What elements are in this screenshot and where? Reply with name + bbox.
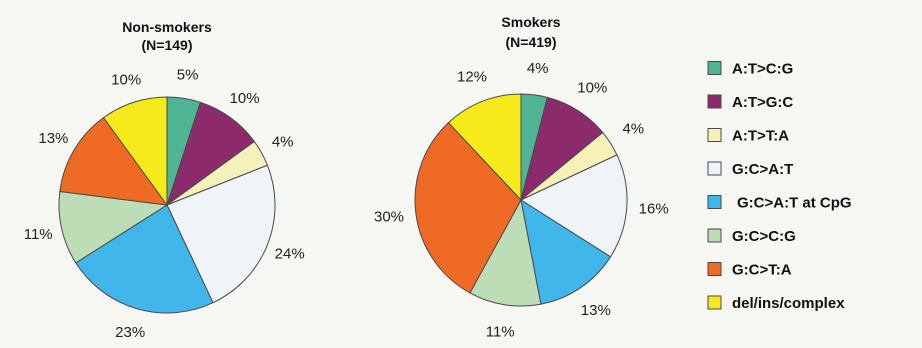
slice-non-smokers-g-c-c-g — [58, 190, 169, 264]
legend-swatch-a-t-g-c — [707, 94, 722, 109]
data-label-smokers-g-c-t-a: 30% — [374, 209, 404, 226]
pie-title-smokers: Smokers — [501, 14, 560, 30]
legend-swatch-g-c-c-g — [707, 228, 722, 243]
slice-smokers-g-c-c-g — [469, 198, 542, 307]
data-label-non-smokers-del-ins-complex: 10% — [111, 72, 141, 89]
data-label-non-smokers-g-c-c-g: 11% — [24, 226, 53, 243]
legend-swatch-g-c-a-t-at-cpg — [707, 195, 722, 209]
data-label-non-smokers-a-t-g-c: 10% — [230, 90, 260, 107]
data-label-non-smokers-g-c-t-a: 13% — [38, 130, 68, 147]
data-label-smokers-a-t-t-a: 4% — [622, 121, 644, 138]
slice-smokers-g-c-a-t — [519, 154, 628, 258]
legend-label-del-ins-complex: del/ins/complex — [732, 295, 845, 312]
data-label-smokers-g-c-c-g: 11% — [486, 323, 515, 340]
pie-subtitle-smokers: (N=419) — [506, 34, 557, 50]
legend-label-a-t-g-c: A:T>G:C — [732, 94, 793, 111]
legend-swatch-g-c-t-a — [707, 262, 722, 276]
data-label-smokers-g-c-a-t-at-cpg: 13% — [581, 302, 611, 319]
data-label-non-smokers-g-c-a-t-at-cpg: 23% — [115, 324, 145, 341]
legend-swatch-a-t-t-a — [707, 128, 722, 142]
slice-smokers-del-ins-complex — [447, 93, 522, 202]
legend-label-g-c-t-a: G:C>T:A — [732, 262, 792, 279]
data-label-non-smokers-a-t-c-g: 5% — [177, 67, 199, 84]
slice-smokers-g-c-t-a — [414, 122, 522, 294]
data-label-smokers-a-t-g-c: 10% — [577, 80, 607, 97]
legend-label-g-c-c-g: G:C>C:G — [732, 228, 796, 245]
pie-title-non-smokers: Non-smokers — [122, 19, 212, 35]
legend-swatch-a-t-c-g — [707, 61, 722, 75]
slice-non-smokers-g-c-t-a — [59, 116, 169, 206]
pie-non-smokers: Non-smokers (N=149) 5% 10% 4% 24% 23% 11% 13% 1… — [24, 19, 305, 341]
legend: A:T>C:G A:T>G:C A:T>T:A G:C>A:T G:C>A:T at C… — [707, 61, 852, 312]
data-label-smokers-del-ins-complex: 12% — [457, 68, 487, 85]
slice-non-smokers-g-c-a-t-at-cpg — [75, 204, 214, 314]
legend-label-a-t-t-a: A:T>T:A — [732, 128, 789, 145]
data-label-non-smokers-g-c-a-t: 24% — [275, 246, 305, 263]
data-label-smokers-a-t-c-g: 4% — [527, 60, 549, 77]
legend-label-a-t-c-g: A:T>C:G — [732, 61, 793, 78]
legend-label-g-c-a-t: G:C>A:T — [732, 161, 793, 178]
pie-smokers: Smokers (N=419) 4% 10% 4% 16% 13% 11% 30% 12% — [374, 14, 669, 340]
pie-subtitle-non-smokers: (N=149) — [142, 37, 193, 53]
data-label-non-smokers-a-t-t-a: 4% — [272, 133, 294, 150]
data-label-smokers-g-c-a-t: 16% — [639, 200, 669, 217]
legend-swatch-g-c-a-t — [707, 161, 722, 176]
legend-label-g-c-a-t-at-cpg: G:C>A:T at CpG — [737, 195, 852, 212]
slice-non-smokers-del-ins-complex — [102, 96, 168, 207]
slice-smokers-g-c-a-t-at-cpg — [520, 198, 612, 305]
legend-swatch-del-ins-complex — [707, 295, 722, 310]
slice-non-smokers-g-c-a-t — [166, 164, 276, 304]
